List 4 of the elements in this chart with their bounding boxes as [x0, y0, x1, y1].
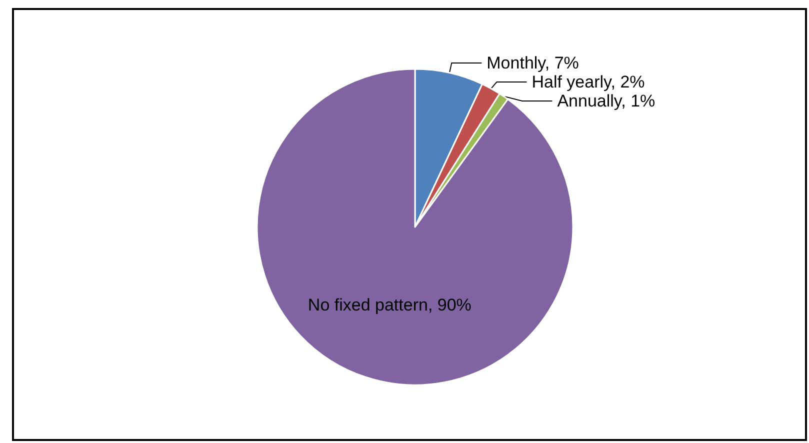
slice-label: No fixed pattern, 90% [308, 295, 472, 314]
slice-label: Monthly, 7% [486, 54, 579, 73]
slice-label: Half yearly, 2% [532, 72, 645, 92]
slice-label: Annually, 1% [557, 92, 656, 111]
